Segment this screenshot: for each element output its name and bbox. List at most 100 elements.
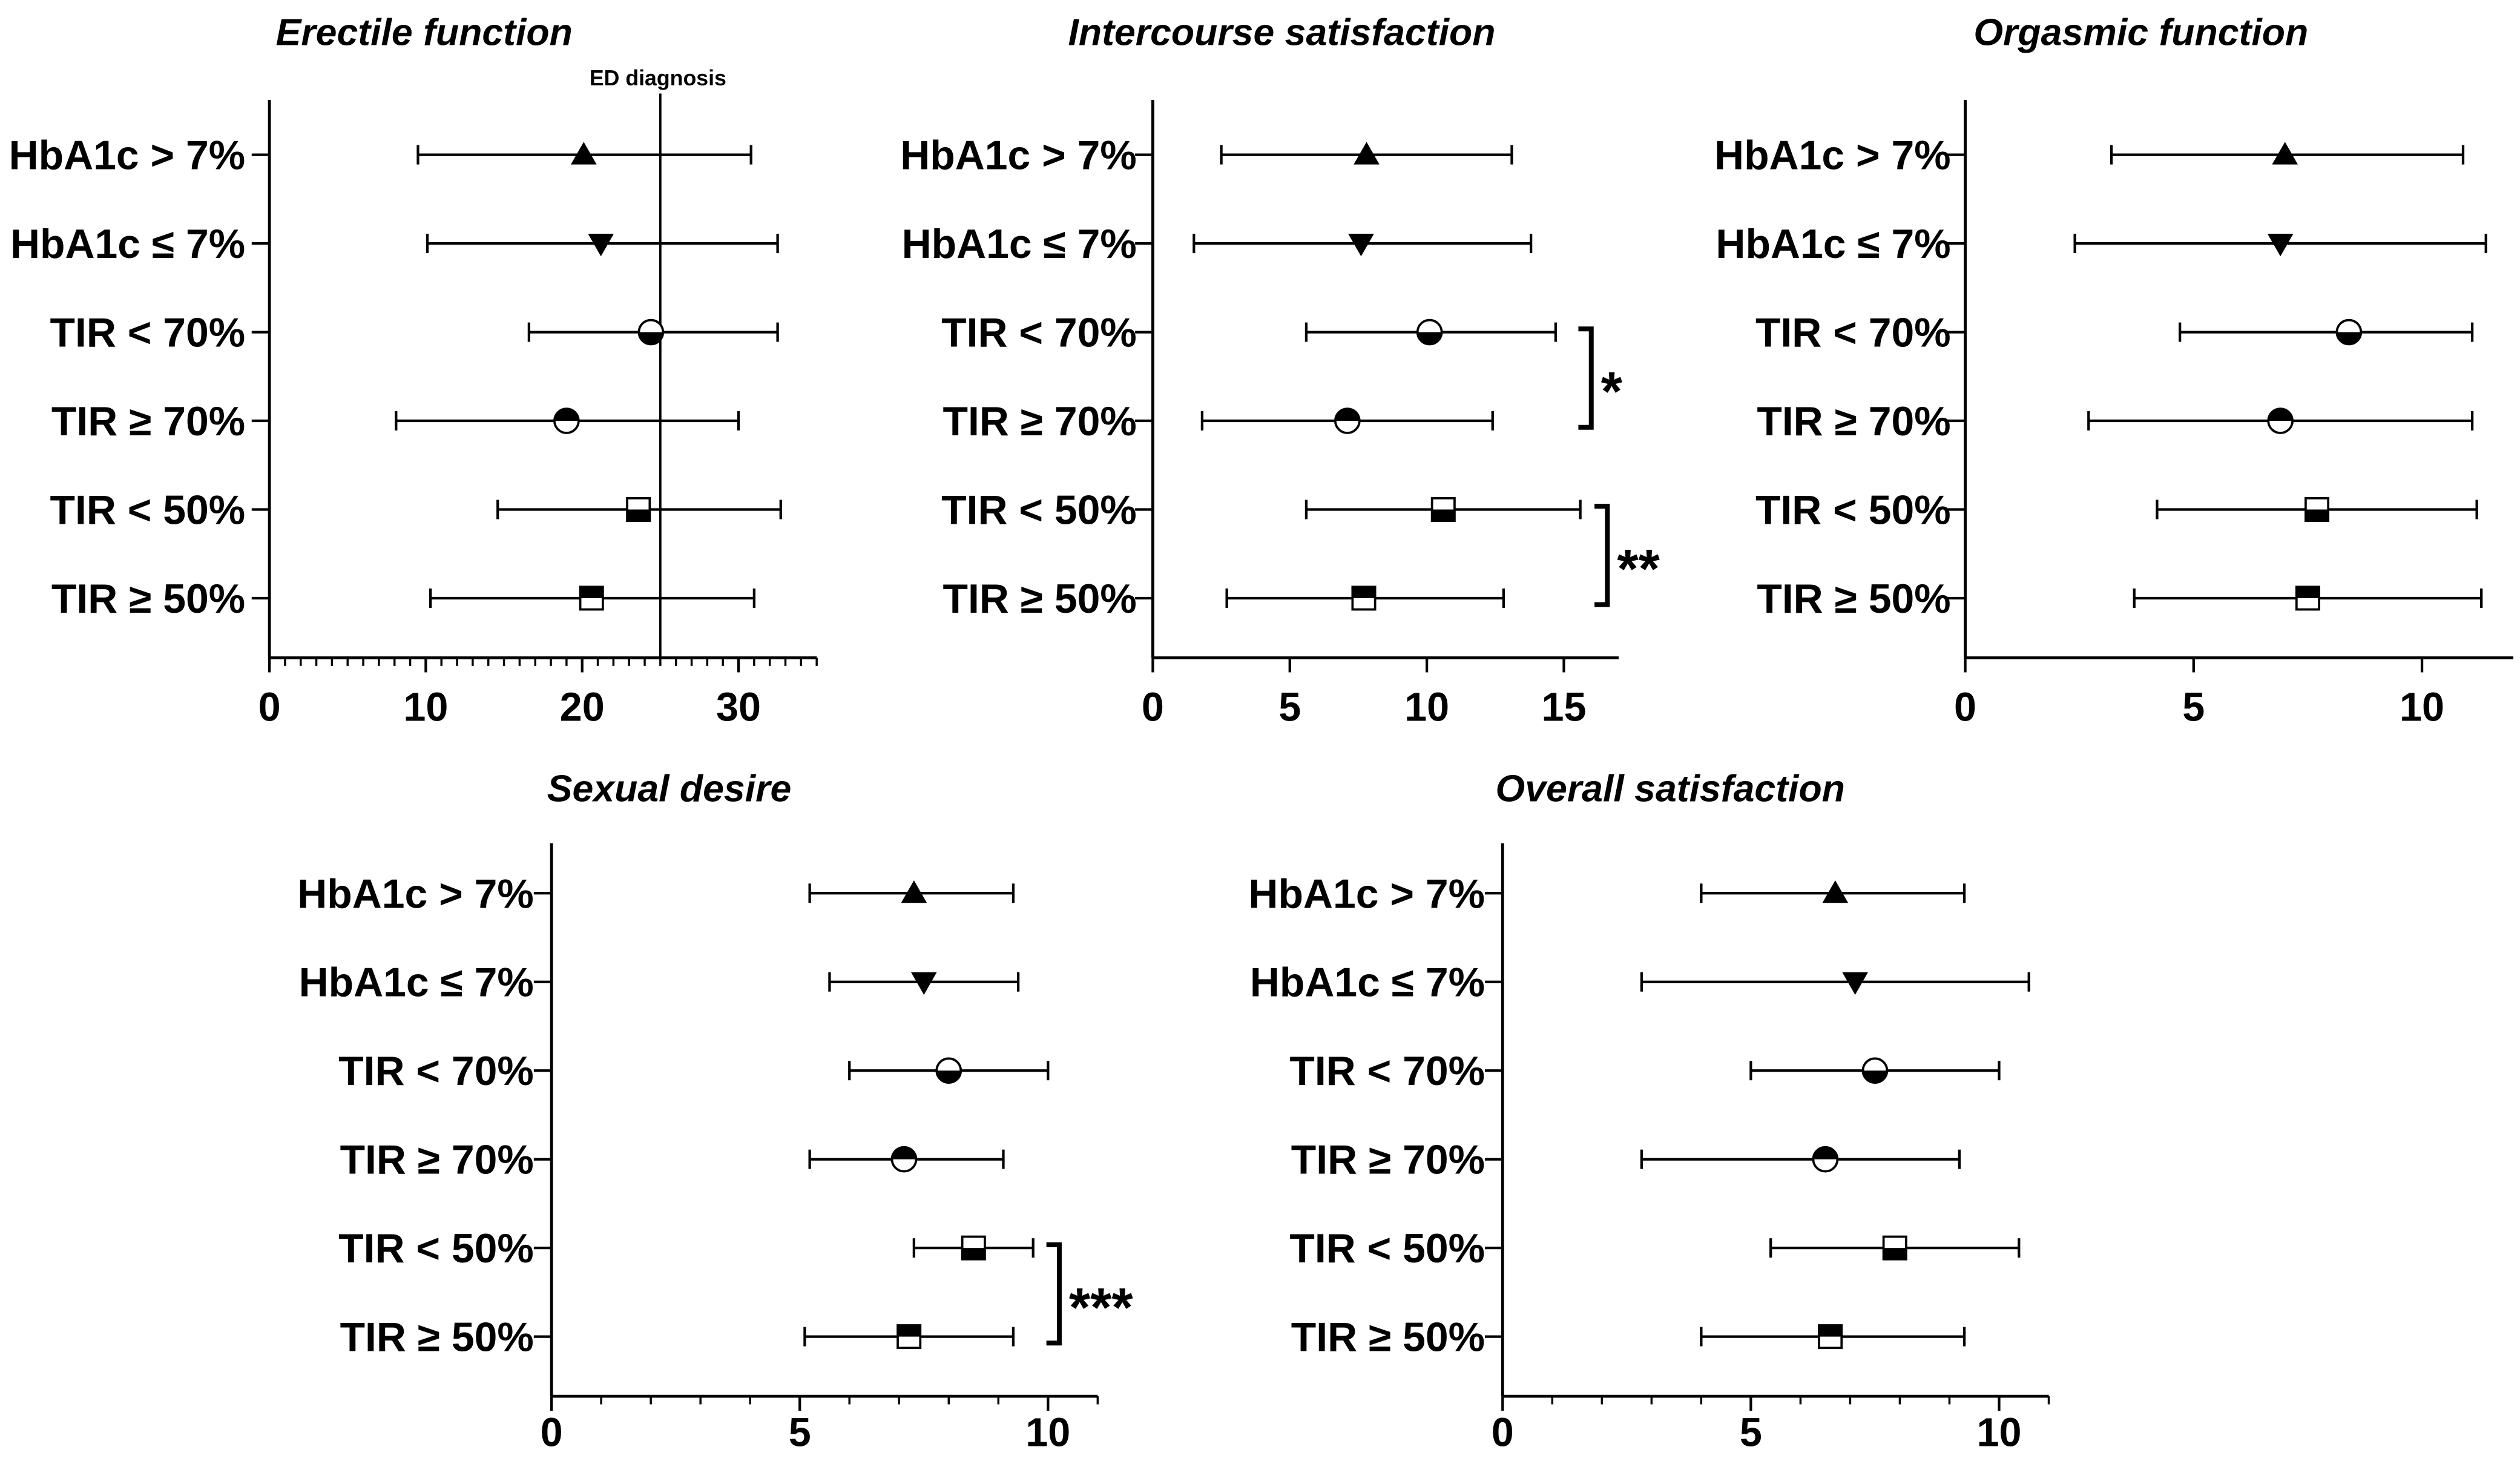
panel-2-marker-2	[1348, 234, 1374, 257]
panel-5-row-label-4: TIR ≥ 70%	[1291, 1138, 1485, 1183]
panel-5-row-label-3: TIR < 70%	[1289, 1049, 1485, 1094]
panel-5-marker-2-triangle-down-icon	[1842, 972, 1868, 995]
panel-3-marker-5-square-half-fill	[2305, 509, 2329, 521]
panel-2-marker-3-circle-half-fill	[1417, 332, 1442, 345]
panel-3-marker-1-triangle-up-icon	[2272, 142, 2298, 165]
panel-2: Intercourse satisfaction 0 5 10 15 HbA1c > 7%…	[900, 12, 1660, 730]
panel-5-marker-5	[1882, 1235, 1907, 1261]
panel-3-x-tick-label-0: 0	[1954, 685, 1976, 730]
panel-4-row-label-1: HbA1c > 7%	[297, 871, 534, 917]
panel-1-marker-5-square-half-fill	[627, 509, 650, 521]
panel-5-x-tick-label-10: 10	[1976, 1411, 2021, 1456]
panel-3-marker-6	[2295, 585, 2320, 611]
panel-4-marker-4	[890, 1146, 918, 1173]
panel-5-marker-6-square-half-fill	[1818, 1325, 1842, 1337]
panel-3-marker-5	[2305, 497, 2330, 523]
panel-1-marker-4-circle-half-fill	[554, 409, 579, 421]
panel-4-marker-1	[901, 880, 927, 903]
panel-2-significance-bracket-2	[1594, 504, 1610, 607]
panel-1-row-label-2: HbA1c ≤ 7%	[10, 222, 245, 267]
panel-3-row-label-1: HbA1c > 7%	[1714, 133, 1951, 179]
panel-5-x-tick-label-5: 5	[1740, 1411, 1762, 1456]
panel-4-significance-label-1: ***	[1069, 1277, 1133, 1338]
panel-2-significance-bracket-1	[1578, 326, 1594, 430]
panel-5-x-tick-label-0: 0	[1492, 1411, 1514, 1456]
panel-3-marker-2-triangle-down-icon	[2267, 234, 2294, 257]
panel-4: Sexual desire 0 5 10 HbA1c > 7% HbA1c ≤ 7% TIR…	[297, 768, 1133, 1456]
panel-2-row-label-5: TIR < 50%	[941, 487, 1137, 533]
panel-5-row-label-1: HbA1c > 7%	[1248, 871, 1485, 917]
panel-1-x-tick-label-20: 20	[560, 685, 605, 730]
panel-1-marker-5	[626, 497, 651, 523]
panel-3-row-label-4: TIR ≥ 70%	[1757, 399, 1950, 444]
panel-4-marker-2-triangle-down-icon	[910, 972, 937, 995]
panel-5-marker-3-circle-half-fill	[1863, 1070, 1887, 1083]
panel-3-marker-2	[2267, 234, 2294, 257]
panel-5-title: Overall satisfaction	[1496, 768, 1845, 810]
panel-2-x-tick-label-15: 15	[1541, 685, 1586, 730]
panel-5-error-bar-4	[1640, 1149, 1961, 1169]
panel-2-row-label-6: TIR ≥ 50%	[943, 576, 1137, 622]
panel-4-row-label-2: HbA1c ≤ 7%	[299, 960, 534, 1006]
panel-5-row-label-5: TIR < 50%	[1289, 1226, 1485, 1271]
panel-5-marker-1	[1822, 880, 1849, 903]
panel-1-marker-1-triangle-up-icon	[570, 142, 597, 165]
panel-2-marker-6	[1351, 585, 1377, 611]
panel-2-marker-6-square-half-fill	[1352, 587, 1375, 598]
panel-1-x-tick-label-0: 0	[258, 685, 281, 730]
panel-2-significance-label-1: *	[1601, 361, 1623, 423]
panel-2-marker-1-triangle-up-icon	[1354, 142, 1380, 165]
panel-2-marker-3	[1416, 318, 1443, 346]
panel-5: Overall satisfaction 0 5 10 HbA1c > 7% HbA1c …	[1248, 768, 2050, 1456]
panel-5-marker-3	[1861, 1057, 1889, 1084]
panel-1-marker-6-square-half-fill	[580, 587, 603, 598]
panel-1-title: Erectile function	[276, 12, 573, 54]
panel-3-marker-6-square-half-fill	[2296, 587, 2320, 598]
panel-2-row-label-1: HbA1c > 7%	[900, 133, 1137, 179]
panel-5-marker-4	[1812, 1146, 1839, 1173]
panel-2-marker-4-circle-half-fill	[1335, 409, 1360, 421]
panel-5-marker-2	[1842, 972, 1868, 995]
panel-4-row-label-3: TIR < 70%	[338, 1049, 534, 1094]
panel-3-marker-3-circle-half-fill	[2337, 332, 2361, 345]
panel-1-marker-4	[553, 407, 580, 434]
panel-3-marker-1	[2272, 142, 2298, 165]
panel-1-row-label-5: TIR < 50%	[50, 487, 246, 533]
panel-4-title: Sexual desire	[547, 768, 792, 810]
panel-2-marker-5-square-half-fill	[1432, 509, 1455, 521]
panel-1-row-label-6: TIR ≥ 50%	[51, 576, 245, 622]
panel-3-error-bar-3	[2179, 322, 2474, 342]
panel-1-row-label-3: TIR < 70%	[50, 311, 246, 356]
panel-3-row-label-5: TIR < 50%	[1755, 487, 1951, 533]
panel-4-x-tick-label-0: 0	[541, 1411, 563, 1456]
panel-5-row-label-2: HbA1c ≤ 7%	[1250, 960, 1485, 1006]
panel-5-row-label-6: TIR ≥ 50%	[1291, 1315, 1485, 1360]
panel-2-row-label-2: HbA1c ≤ 7%	[902, 222, 1137, 267]
panel-3-row-label-2: HbA1c ≤ 7%	[1716, 222, 1950, 267]
panel-4-x-tick-label-10: 10	[1025, 1411, 1070, 1456]
panel-4-row-label-4: TIR ≥ 70%	[340, 1138, 534, 1183]
panel-4-x-tick-label-5: 5	[789, 1411, 811, 1456]
panel-1-row-label-1: HbA1c > 7%	[9, 133, 246, 179]
panel-3-title: Orgasmic function	[1973, 12, 2308, 54]
panel-3-x-tick-label-5: 5	[2182, 685, 2205, 730]
panel-5-marker-4-circle-half-fill	[1813, 1147, 1838, 1159]
panel-5-marker-5-square-half-fill	[1883, 1248, 1906, 1259]
panel-2-x-tick-label-0: 0	[1142, 685, 1164, 730]
panel-1-marker-2-triangle-down-icon	[588, 234, 614, 257]
panel-1-marker-2	[588, 234, 614, 257]
panel-3: Orgasmic function 0 5 10 HbA1c > 7% HbA1c ≤ 7…	[1714, 12, 2513, 730]
panel-1-reference-line-label: ED diagnosis	[590, 66, 726, 90]
panel-1-marker-1	[570, 142, 597, 165]
panel-2-row-label-4: TIR ≥ 70%	[943, 399, 1137, 444]
panel-2-marker-5	[1430, 497, 1456, 523]
panel-4-marker-3-circle-half-fill	[936, 1070, 961, 1083]
panel-3-marker-4-circle-half-fill	[2268, 409, 2293, 421]
panel-2-marker-4	[1334, 407, 1361, 434]
panel-1-marker-3	[637, 318, 665, 346]
panel-1-marker-6	[579, 585, 604, 611]
panel-1: Erectile function 0 10 20 30 ED diagnosis HbA1…	[9, 12, 818, 730]
panel-2-x-tick-label-5: 5	[1278, 685, 1301, 730]
panel-4-row-label-5: TIR < 50%	[338, 1226, 534, 1271]
